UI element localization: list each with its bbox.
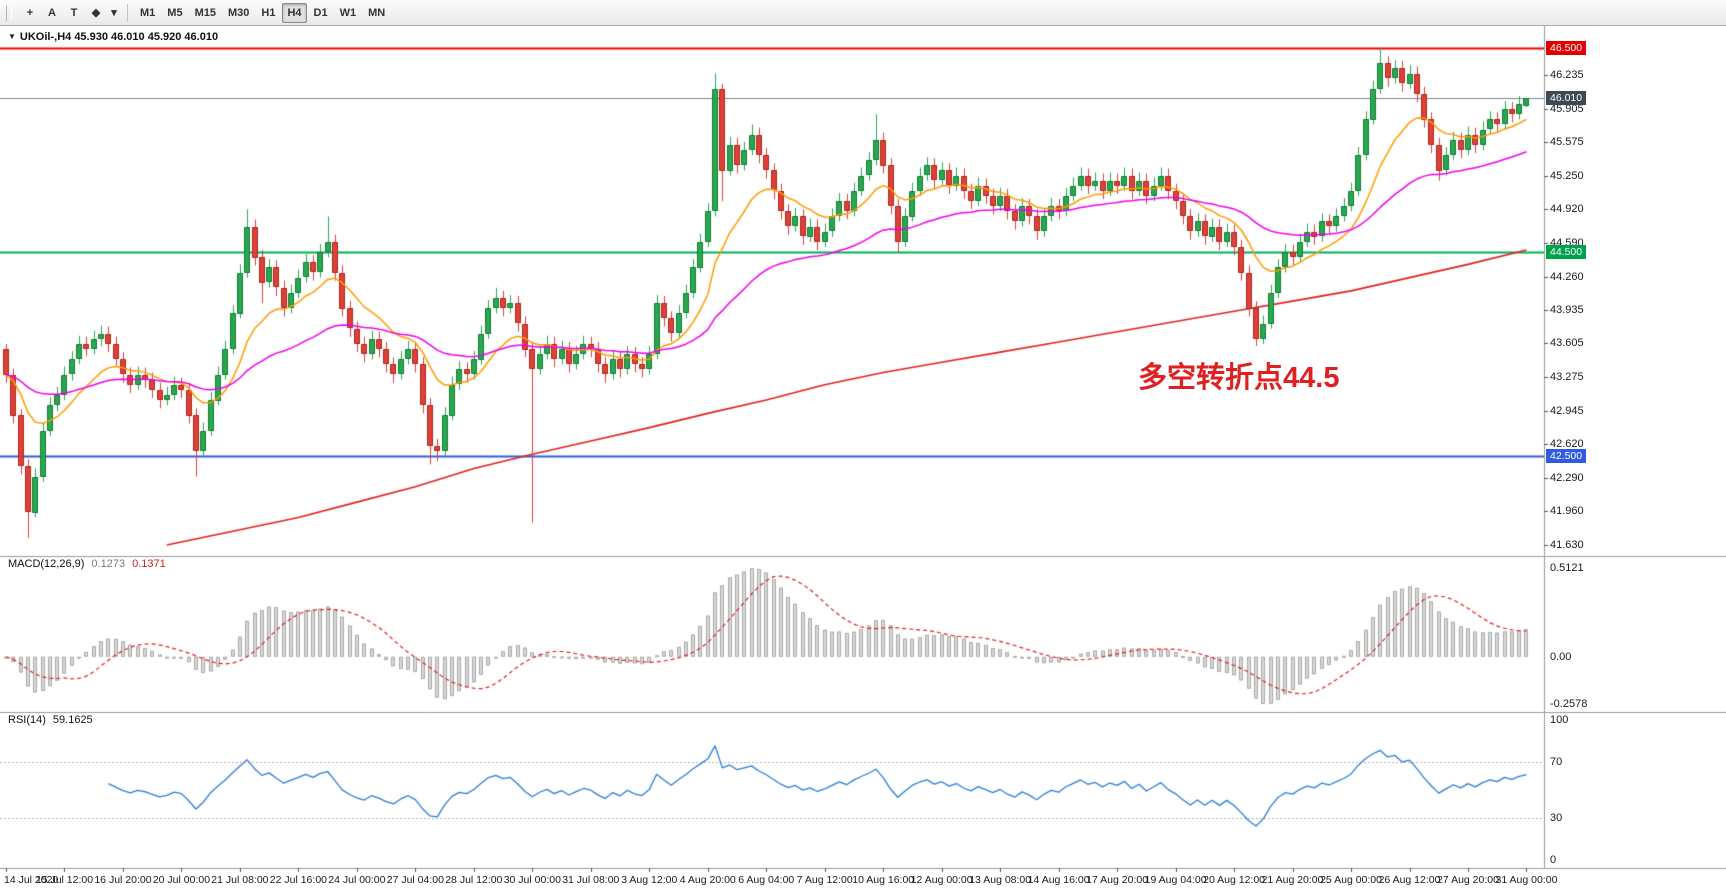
toolbar-separator xyxy=(127,3,128,22)
timeframe-m15-button[interactable]: M15 xyxy=(190,3,221,23)
chart-area: ▼ UKOil-,H4 45.930 46.010 45.920 46.010 M… xyxy=(0,26,1726,896)
timeframe-d1-button[interactable]: D1 xyxy=(309,3,333,23)
tool-crosshair-button[interactable]: + xyxy=(20,3,40,23)
tool-shapes-caret-button[interactable]: ▾ xyxy=(108,3,120,23)
drawing-tools-group: + A T ◆ ▾ xyxy=(19,3,121,23)
tool-label-button[interactable]: T xyxy=(64,3,84,23)
timeframe-h1-button[interactable]: H1 xyxy=(256,3,280,23)
toolbar: + A T ◆ ▾ M1 M5 M15 M30 H1 H4 D1 W1 MN xyxy=(0,0,1726,26)
timeframe-h4-button[interactable]: H4 xyxy=(282,2,307,23)
tool-text-button[interactable]: A xyxy=(42,3,62,23)
tool-shapes-button[interactable]: ◆ xyxy=(86,3,106,23)
chart-canvas[interactable] xyxy=(0,26,1726,896)
timeframe-w1-button[interactable]: W1 xyxy=(335,3,362,23)
timeframe-m5-button[interactable]: M5 xyxy=(162,3,187,23)
timeframe-mn-button[interactable]: MN xyxy=(363,3,390,23)
timeframe-group: M1 M5 M15 M30 H1 H4 D1 W1 MN xyxy=(134,2,391,23)
timeframe-m30-button[interactable]: M30 xyxy=(223,3,254,23)
timeframe-m1-button[interactable]: M1 xyxy=(135,3,160,23)
toolbar-grip[interactable] xyxy=(6,4,12,21)
